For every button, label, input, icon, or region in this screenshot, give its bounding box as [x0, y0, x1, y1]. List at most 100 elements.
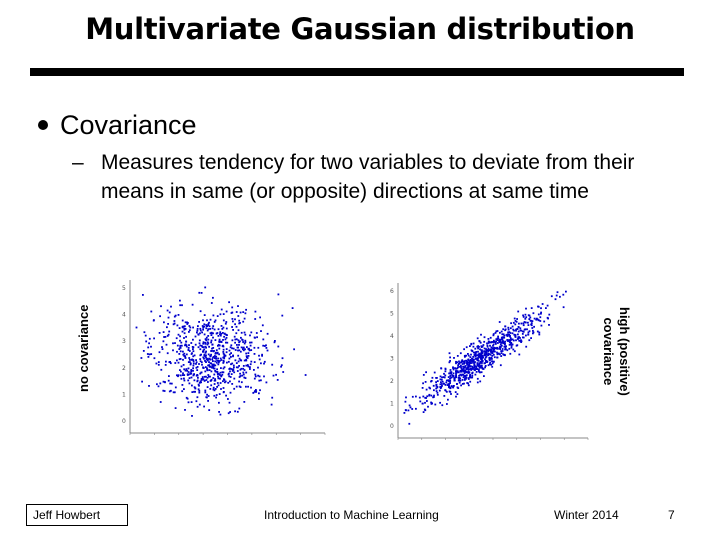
right-plot-point: [469, 380, 472, 383]
right-plot-point: [448, 380, 450, 383]
right-plot-point: [427, 405, 429, 408]
right-plot-point: [509, 339, 512, 342]
left-plot-point: [169, 362, 172, 365]
left-plot-point: [150, 353, 153, 355]
right-plot-point: [525, 334, 527, 337]
left-plot-point: [261, 324, 264, 327]
right-plot-point: [513, 329, 515, 332]
right-plot-point: [458, 379, 460, 382]
left-plot-point: [196, 331, 198, 334]
left-plot-point: [180, 341, 183, 344]
left-plot-point: [166, 352, 169, 355]
left-plot-point: [203, 348, 206, 351]
left-plot-point: [215, 357, 217, 360]
right-plot-point: [479, 362, 481, 365]
right-plot-point: [506, 349, 509, 352]
left-plot-point: [196, 405, 199, 408]
right-plot-point: [491, 352, 494, 355]
right-plot-point: [485, 360, 488, 362]
left-plot-point: [249, 368, 251, 370]
left-plot-point: [188, 331, 190, 333]
right-plot-point: [532, 329, 534, 332]
bullet-covariance: Covariance: [38, 110, 197, 140]
left-plot-point: [183, 355, 186, 357]
right-plot-point: [523, 328, 526, 331]
right-plot-point: [404, 400, 407, 403]
right-plot-point: [532, 331, 535, 334]
right-plot-point: [439, 383, 442, 386]
right-plot-point: [480, 349, 483, 352]
right-plot-point: [407, 409, 410, 412]
left-plot-point: [249, 341, 251, 344]
left-plot-point: [203, 405, 205, 408]
right-plot-point: [489, 350, 492, 353]
left-plot-point: [232, 364, 235, 367]
right-plot-point: [442, 376, 445, 378]
left-plot-point: [179, 374, 182, 377]
right-plot-point: [541, 303, 544, 305]
left-plot-point: [220, 367, 222, 369]
left-plot-point: [206, 368, 209, 371]
right-plot-point: [470, 376, 472, 379]
left-plot-point: [220, 359, 223, 361]
right-plot-point: [466, 382, 469, 384]
right-plot-point: [453, 379, 456, 382]
left-plot-point: [190, 342, 193, 344]
left-plot-point: [176, 344, 179, 347]
right-plot-point: [455, 367, 457, 370]
right-plot-point: [478, 356, 480, 359]
left-plot-point: [239, 372, 241, 375]
right-plot-point: [415, 407, 417, 410]
right-plot-point: [458, 381, 461, 384]
left-plot-point: [222, 351, 225, 353]
left-plot-point: [204, 342, 207, 345]
left-plot-point: [265, 344, 267, 347]
left-plot-point: [220, 308, 223, 311]
right-plot-point: [441, 404, 444, 407]
right-plot-point: [452, 375, 454, 378]
right-plot-point: [462, 367, 465, 370]
left-plot-point: [235, 338, 238, 341]
left-plot-point: [258, 379, 261, 382]
left-plot-point: [202, 346, 205, 349]
right-plot-point: [528, 330, 531, 333]
right-plot-point: [565, 290, 567, 293]
left-plot-point: [213, 383, 216, 385]
left-plot-point: [186, 369, 189, 372]
right-plot-point: [518, 322, 520, 325]
right-plot-point: [454, 391, 457, 393]
right-plot-point: [504, 325, 507, 328]
left-plot-y-tick: 5: [122, 285, 126, 292]
left-plot-point: [179, 369, 181, 371]
right-plot-y-tick: 3: [390, 356, 394, 363]
left-plot-point: [217, 328, 220, 331]
left-plot-point: [216, 386, 218, 388]
right-plot-point: [483, 375, 485, 377]
left-plot-point: [184, 344, 186, 347]
left-plot-point: [192, 348, 194, 350]
left-plot-point: [202, 378, 205, 381]
left-plot-point: [210, 384, 213, 387]
right-plot-point: [467, 361, 470, 364]
right-plot-point: [502, 340, 504, 343]
right-plot-point: [539, 316, 542, 319]
left-plot-point: [198, 321, 200, 323]
left-plot-point: [241, 374, 244, 377]
left-plot-point: [179, 346, 182, 349]
left-plot-point: [225, 336, 228, 339]
right-plot-point: [418, 396, 421, 399]
left-plot-point: [204, 370, 207, 373]
left-plot-point: [181, 304, 183, 307]
right-plot-point: [436, 377, 438, 379]
left-plot-point: [215, 396, 217, 399]
left-plot-point: [205, 361, 207, 363]
right-plot-point: [500, 336, 503, 339]
left-plot-point: [265, 381, 268, 384]
left-plot-point: [182, 350, 184, 353]
left-plot-point: [183, 374, 186, 376]
right-plot-point: [508, 347, 511, 350]
left-plot-point: [199, 344, 202, 347]
left-plot-point: [240, 336, 242, 339]
left-plot-point: [243, 369, 246, 371]
right-plot-point: [510, 342, 513, 345]
